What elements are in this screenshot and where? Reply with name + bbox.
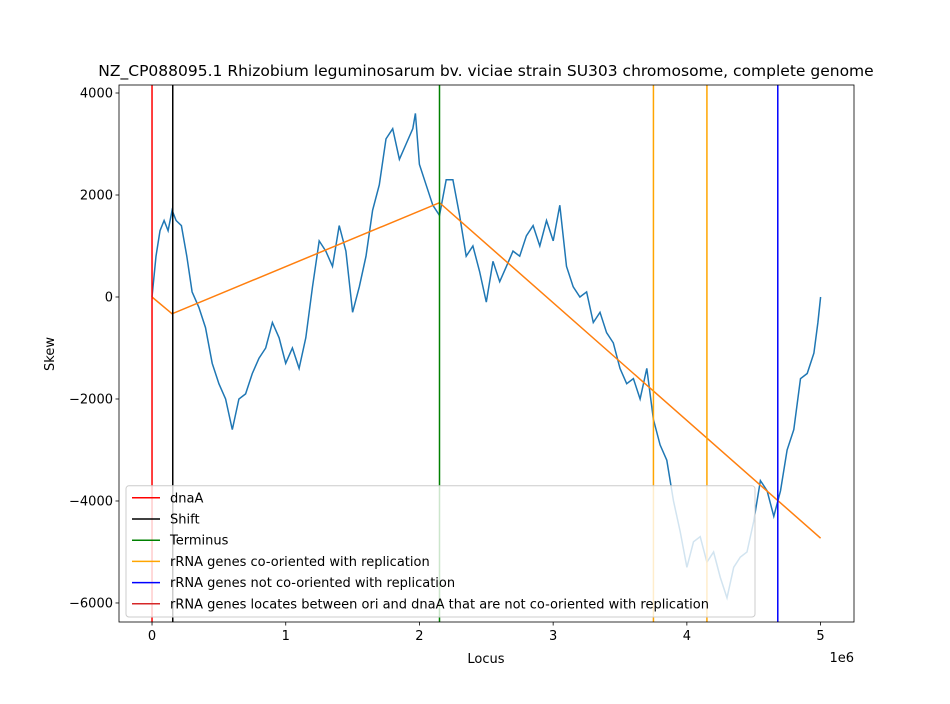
legend-label: rRNA genes locates between ori and dnaA … — [170, 597, 709, 612]
legend-label: dnaA — [170, 491, 203, 506]
y-tick-label: −4000 — [69, 494, 113, 509]
x-tick-label: 4 — [683, 629, 691, 644]
legend-label: rRNA genes co-oriented with replication — [170, 555, 430, 570]
x-axis-label: Locus — [467, 652, 504, 667]
y-tick-label: 4000 — [80, 87, 113, 102]
x-tick-label: 3 — [549, 629, 557, 644]
x-offset-label: 1e6 — [829, 651, 854, 666]
legend-label: rRNA genes not co-oriented with replicat… — [170, 576, 455, 591]
legend-label: Terminus — [169, 534, 229, 549]
y-tick-label: −2000 — [69, 392, 113, 407]
y-axis-label: Skew — [43, 337, 58, 371]
x-tick-label: 2 — [415, 629, 423, 644]
x-tick-label: 5 — [816, 629, 824, 644]
legend-label: Shift — [170, 513, 200, 528]
x-tick-label: 0 — [148, 629, 156, 644]
fit-line — [151, 201, 822, 539]
legend-box — [125, 485, 756, 618]
y-tick-label: 2000 — [80, 189, 113, 204]
chart-title: NZ_CP088095.1 Rhizobium leguminosarum bv… — [98, 62, 873, 81]
y-tick-label: 0 — [105, 290, 113, 305]
y-tick-label: −6000 — [69, 596, 113, 611]
x-tick-label: 1 — [282, 629, 290, 644]
plot-frame — [118, 84, 855, 623]
